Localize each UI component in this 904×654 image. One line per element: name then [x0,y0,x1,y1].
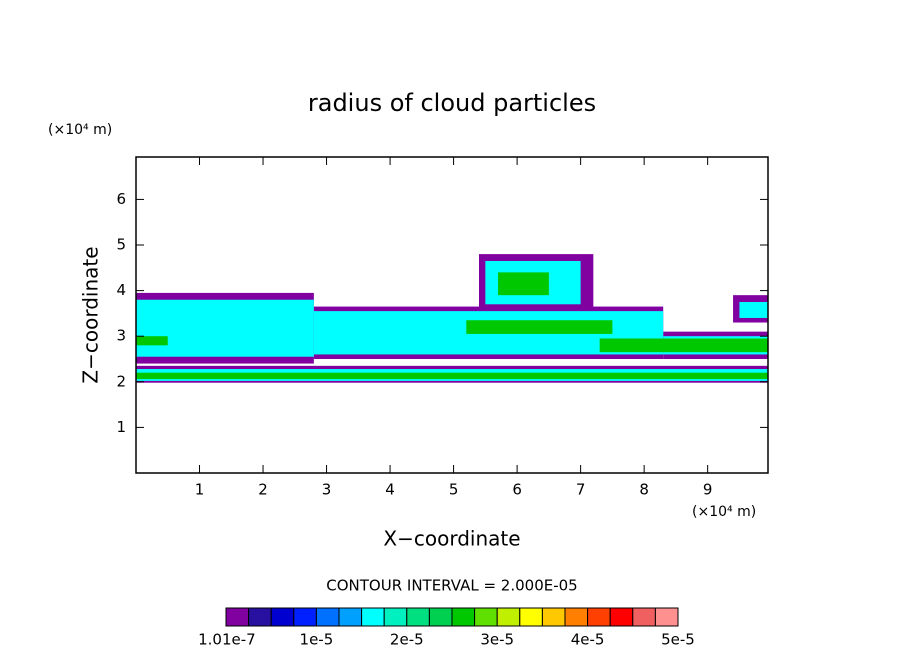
y-tick-label: 3 [116,327,126,345]
colorbar-box [361,607,385,627]
x-tick-label: 3 [322,481,332,499]
colorbar-box [406,607,430,627]
x-tick-label: 6 [512,481,522,499]
colorbar-box [632,607,656,627]
colorbar-label: 2e-5 [390,631,424,649]
contour-region [136,299,314,357]
y-tick-label: 5 [116,236,126,254]
y-axis-label: Z−coordinate [79,246,103,383]
y-tick-label: 4 [116,281,126,299]
colorbar-box [587,607,611,627]
colorbar-box [248,607,272,627]
colorbar-box [474,607,498,627]
x-tick-label: 9 [703,481,713,499]
x-tick-label: 7 [576,481,586,499]
contour-region [498,272,549,296]
colorbar-box [541,607,566,627]
y-unit: (×10⁴ m) [48,122,112,138]
x-unit: (×10⁴ m) [692,504,756,520]
y-tick-label: 2 [116,372,126,390]
colorbar-box [293,607,317,627]
y-tick-label: 1 [116,418,126,436]
colorbar-box [654,607,679,627]
colorbar-label: 4e-5 [571,631,605,649]
x-tick-label: 8 [639,481,649,499]
colorbar-box [609,607,634,627]
colorbar-box [428,607,453,627]
chart-title: radius of cloud particles [308,89,596,117]
x-tick-label: 2 [258,481,268,499]
contour-region [599,338,768,353]
colorbar-box [225,607,250,627]
colorbar-label: 1e-5 [300,631,334,649]
contour-region [136,336,168,346]
colorbar-box [451,607,476,627]
x-tick-label: 1 [195,481,205,499]
contour-region [466,320,613,334]
contour-region [739,302,768,318]
colorbar-box [564,607,589,627]
contour-region [136,372,768,380]
colorbar-box [315,607,340,627]
x-tick-label: 4 [385,481,395,499]
y-tick-label: 6 [116,190,126,208]
colorbar-box [270,607,295,627]
x-axis-label: X−coordinate [383,527,520,551]
colorbar-label: 1.01e-7 [198,631,256,649]
colorbar-box [383,607,408,627]
x-tick-label: 5 [449,481,459,499]
colorbar-label: 5e-5 [661,631,695,649]
contour-interval: CONTOUR INTERVAL = 2.000E-05 [326,577,577,595]
colorbar-box [496,607,521,627]
colorbar-label: 3e-5 [480,631,514,649]
colorbar-box [338,607,363,627]
colorbar-box [519,607,543,627]
plot-frame [135,156,769,474]
